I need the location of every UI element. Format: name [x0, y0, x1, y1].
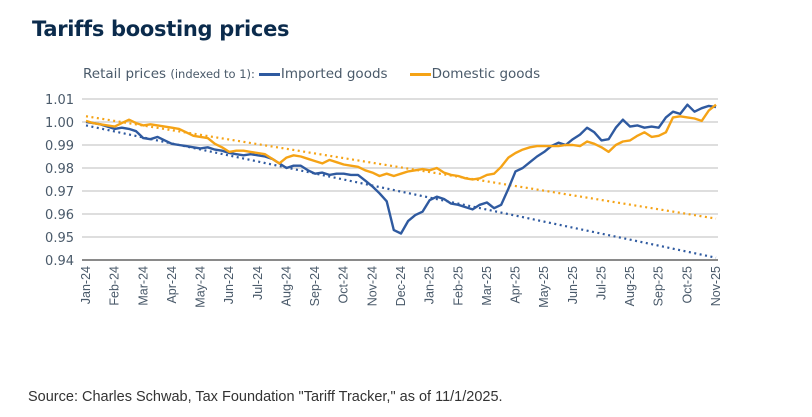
y-tick-label: 0.94	[45, 254, 74, 269]
x-tick-label: Dec-24	[394, 266, 408, 306]
x-tick-label: Jan-25	[423, 266, 437, 304]
x-tick-label: Jun-25	[566, 266, 580, 304]
legend-entry-domestic: Domestic goods	[406, 66, 541, 82]
legend-label-domestic: Domestic goods	[431, 66, 541, 82]
x-tick-label: Apr-25	[509, 266, 523, 304]
y-tick-label: 0.99	[45, 139, 74, 154]
x-tick-label: Jul-24	[251, 266, 265, 300]
y-axis-label: Retail prices	[83, 66, 167, 82]
x-tick-label: Jan-24	[79, 266, 93, 304]
x-tick-label: Mar-25	[480, 266, 494, 306]
y-tick-label: 0.95	[45, 231, 74, 246]
x-tick-label: Jun-24	[222, 266, 236, 304]
y-tick-label: 0.98	[45, 162, 74, 177]
gridlines	[82, 98, 718, 261]
legend-swatch-domestic	[409, 72, 431, 76]
x-tick-label: Apr-24	[165, 266, 179, 304]
legend: Retail prices (indexed to 1): Imported g…	[83, 66, 540, 82]
legend-label-imported: Imported goods	[280, 66, 388, 82]
chart-title: Tariffs boosting prices	[32, 17, 290, 41]
x-tick-label: Oct-24	[337, 266, 351, 304]
y-axis-ticks: 1.01 1.00 0.99 0.98 0.97 0.96 0.95 0.94	[45, 93, 74, 269]
series-line-imported	[85, 103, 717, 235]
x-tick-label: Aug-24	[279, 266, 293, 306]
x-tick-label: Jul-25	[594, 266, 608, 300]
y-tick-label: 1.01	[45, 93, 74, 108]
y-tick-label: 0.97	[45, 185, 74, 200]
y-axis-label-note: (indexed to 1):	[170, 67, 255, 81]
legend-entry-imported: Imported goods	[255, 66, 388, 82]
legend-swatch-imported	[258, 72, 280, 76]
x-tick-label: Nov-24	[365, 266, 379, 306]
series-lines	[85, 103, 717, 235]
x-tick-label: Nov-25	[709, 266, 723, 306]
source-note: Source: Charles Schwab, Tax Foundation "…	[28, 389, 503, 405]
x-tick-label: Feb-25	[451, 266, 465, 306]
x-axis-ticks: Jan-24 Feb-24 Mar-24 Apr-24 May-24 Jun-24 Jul-…	[79, 266, 723, 308]
x-tick-label: Sep-25	[652, 266, 666, 306]
x-tick-label: Aug-25	[623, 266, 637, 306]
y-tick-label: 0.96	[45, 208, 74, 223]
x-tick-label: Feb-24	[108, 266, 122, 306]
x-tick-label: Mar-24	[136, 266, 150, 306]
x-tick-label: Oct-25	[680, 266, 694, 304]
x-tick-label: May-24	[194, 266, 208, 308]
x-tick-label: May-25	[537, 266, 551, 308]
x-tick-label: Sep-24	[308, 266, 322, 306]
series-line-domestic	[85, 103, 717, 181]
y-tick-label: 1.00	[45, 116, 74, 131]
